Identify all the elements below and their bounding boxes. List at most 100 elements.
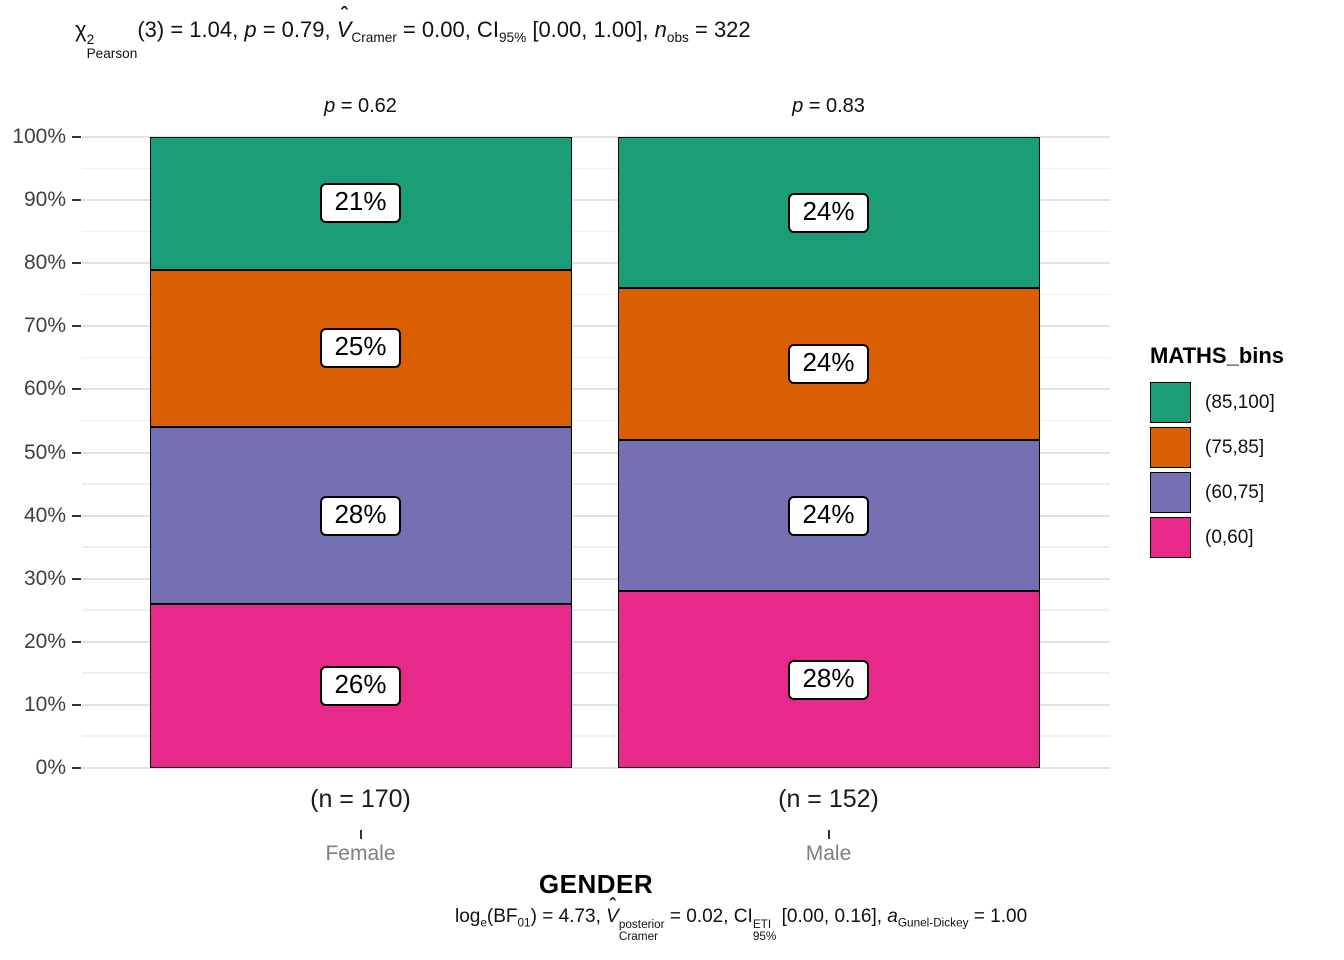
prop-test-p-value: p = 0.62: [324, 95, 397, 117]
sample-size-label: (n = 152): [778, 785, 879, 813]
stat-text: [0.00, 0.16],: [776, 906, 888, 927]
legend-key-swatch: [1150, 427, 1191, 468]
bf-subscript: 01: [517, 916, 531, 930]
segment-percentage-label: 28%: [788, 659, 869, 700]
bar-segment-female-(0,60]: 26%: [149, 603, 572, 768]
bar-segment-female-(75,85]: 25%: [149, 269, 572, 428]
y-axis-tick-label: 90%: [23, 188, 66, 212]
y-axis-tick-label: 30%: [23, 566, 66, 590]
stats-title: χ 2 Pearson (3) = 1.04, p = 0.79, ˆ VCramer …: [75, 4, 751, 60]
v-subscript: Cramer: [351, 30, 397, 46]
bar-segment-male-(0,60]: 28%: [617, 591, 1040, 768]
legend-label: (0,60]: [1205, 526, 1254, 548]
bar-segment-female-(85,100]: 21%: [149, 137, 572, 270]
gridline-major: [82, 767, 1110, 769]
a-subscript: Gunel-Dickey: [897, 916, 969, 930]
gridline-minor: [82, 230, 1110, 233]
p-symbol: p: [244, 17, 257, 42]
y-axis-tick-label: 50%: [23, 440, 66, 464]
stat-text: [0.00, 1.00],: [526, 17, 655, 42]
y-axis-tick-label: 40%: [23, 503, 66, 527]
legend-item: (85,100]: [1150, 382, 1284, 423]
sample-size-label: (n = 170): [310, 785, 411, 813]
y-axis-tick-label: 100%: [12, 125, 66, 148]
y-axis-tick: [72, 577, 81, 580]
log-symbol: log: [455, 906, 481, 927]
gridline-minor: [82, 356, 1110, 359]
legend-label: (60,75]: [1205, 481, 1265, 503]
gridline-major: [82, 640, 1110, 643]
ci-subscript: 95%: [498, 30, 527, 46]
segment-percentage-label: 24%: [788, 192, 869, 233]
gridline-major: [82, 199, 1110, 202]
stat-text: (3) = 1.04,: [137, 17, 245, 42]
legend-item: (60,75]: [1150, 472, 1284, 513]
stat-text: = 322: [688, 17, 751, 42]
segment-percentage-label: 24%: [788, 495, 869, 536]
stat-text: = 0.00, CI: [396, 17, 499, 42]
v-symbol: V: [606, 906, 619, 927]
gridline-minor: [82, 167, 1110, 170]
v-symbol: V: [336, 17, 352, 42]
gridline-major: [82, 325, 1110, 328]
v-superscript: posterior: [618, 918, 665, 932]
legend-label: (85,100]: [1205, 391, 1275, 413]
v-subscript: Cramer: [618, 929, 659, 943]
legend-item: (0,60]: [1150, 517, 1284, 558]
a-symbol: a: [887, 906, 898, 927]
y-axis-tick: [72, 136, 81, 138]
gridline-major: [82, 136, 1110, 138]
y-axis-tick-label: 80%: [23, 251, 66, 275]
bar-segment-male-(75,85]: 24%: [617, 288, 1040, 440]
gridline-minor: [82, 672, 1110, 674]
chi-scripts: 2 Pearson: [87, 33, 138, 60]
y-axis-tick: [72, 703, 81, 706]
ci-scripts: ETI 95%: [753, 919, 777, 943]
y-axis-tick: [72, 262, 81, 265]
gridline-major: [82, 388, 1110, 391]
segment-percentage-label: 21%: [320, 183, 401, 224]
legend: MATHS_bins (85,100] (75,85] (60,75] (0,60]: [1150, 343, 1284, 562]
gridline-major: [82, 514, 1110, 517]
gridline-minor: [82, 609, 1110, 611]
y-axis-tick-label: 70%: [23, 314, 66, 338]
legend-item: (75,85]: [1150, 427, 1284, 468]
stat-text: = 1.00: [968, 906, 1028, 927]
hat-icon: ˆ: [609, 895, 616, 916]
y-axis-tick: [72, 451, 81, 454]
segment-percentage-label: 25%: [320, 328, 401, 369]
y-axis-tick-label: 60%: [23, 377, 66, 401]
legend-key-swatch: [1150, 472, 1191, 513]
gridline-major: [82, 262, 1110, 265]
bar-segment-male-(60,75]: 24%: [617, 439, 1040, 592]
chi-subscript: Pearson: [86, 45, 138, 61]
plot-panel: [82, 136, 1110, 769]
gridline-major: [82, 703, 1110, 706]
stat-text: ) = 4.73,: [530, 906, 607, 927]
gridline-major: [82, 577, 1110, 580]
segment-percentage-label: 26%: [320, 666, 401, 706]
n-subscript: obs: [666, 30, 689, 46]
ci-superscript: ETI: [752, 918, 772, 932]
legend-key-swatch: [1150, 517, 1191, 558]
gridline-minor: [82, 546, 1110, 548]
p-symbol: p: [324, 95, 336, 117]
y-axis-tick: [72, 514, 81, 517]
stat-text: (BF: [486, 906, 518, 927]
v-scripts: posterior Cramer: [619, 919, 665, 943]
x-axis-tick: [359, 830, 362, 839]
ci-subscript: 95%: [752, 929, 777, 943]
chi-superscript: 2: [86, 32, 95, 48]
segment-percentage-label: 28%: [320, 495, 401, 536]
chi-symbol: χ: [75, 17, 87, 42]
y-axis-tick: [72, 640, 81, 643]
gridline-major: [82, 451, 1110, 454]
bar-segment-female-(60,75]: 28%: [149, 427, 572, 604]
y-axis-tick-label: 10%: [23, 692, 66, 716]
segment-percentage-label: 24%: [788, 344, 869, 385]
legend-key-swatch: [1150, 382, 1191, 423]
